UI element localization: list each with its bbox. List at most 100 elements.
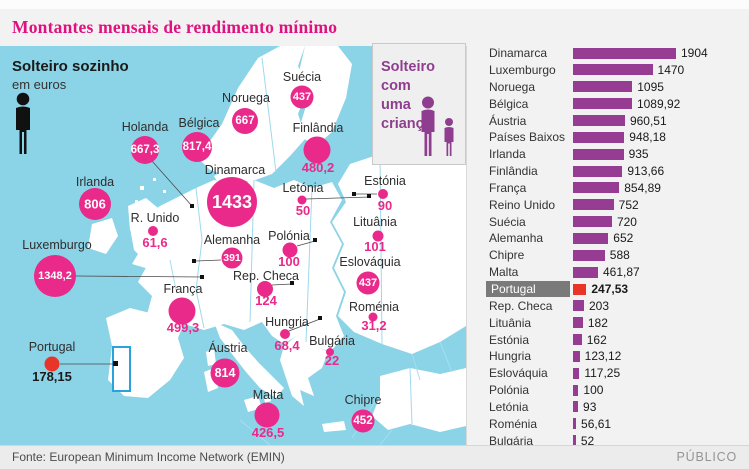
bar-row-malta: Malta 461,87 (467, 264, 749, 281)
page-title: Montantes mensais de rendimento mínimo (12, 17, 338, 37)
bar-rom-nia (573, 418, 577, 430)
bar-value-hungria: 123,12 (584, 349, 622, 364)
map-country-label-irlanda: Irlanda (76, 175, 114, 189)
bar-value-rom-nia: 56,61 (581, 416, 612, 431)
map-value-label-dinamarca: 1433 (212, 192, 252, 212)
map-value-label-irlanda: 806 (84, 197, 106, 212)
map-value-label-hungria: 68,4 (274, 338, 300, 353)
map-bubbles-layer: Irlanda 806 Holanda 667,3 Bélgica 817,4 Norueg… (22, 70, 406, 440)
bar-value-b-lgica: 1089,92 (636, 96, 681, 111)
map-bubble-bulg-ria (326, 348, 334, 356)
map-value-label-b-lgica: 817,4 (183, 141, 212, 153)
connector-end-markers (113, 192, 371, 366)
bar-row-dinamarca: Dinamarca 1904 (467, 45, 749, 62)
map-bubble-est-nia (378, 189, 388, 199)
map-bubble-dinamarca (207, 177, 257, 227)
map-country-label-dinamarca: Dinamarca (205, 163, 265, 177)
map-bubble--ustria (210, 358, 240, 388)
bar-row-b-lgica: Bélgica 1089,92 (467, 96, 749, 113)
map-value-label-holanda: 667,3 (131, 144, 160, 156)
map-value-label-chipre: 452 (353, 415, 372, 427)
bar-label-dinamarca: Dinamarca (489, 46, 548, 61)
bar-row-bulg-ria: Bulgária 52 (467, 433, 749, 450)
map-bubble-let-nia (297, 195, 307, 205)
panel-legend-line2: uma criança (381, 97, 432, 132)
bar-label-pol-nia: Polónia (489, 383, 530, 398)
bar-value-malta: 461,87 (602, 265, 640, 280)
bar-est-nia (573, 334, 582, 346)
bar-row-eslov-quia: Eslováquia 117,25 (467, 365, 749, 382)
bar-reino-unido (573, 199, 614, 211)
map-bubble-r-unido (148, 226, 158, 236)
bar-label-irlanda: Irlanda (489, 147, 526, 162)
adult-child-icon (421, 96, 454, 156)
bar-row-su-cia: Suécia 720 (467, 214, 749, 231)
map-country-label-est-nia: Estónia (364, 174, 406, 188)
bar-label-litu-nia: Lituânia (489, 315, 532, 330)
map-value-label-portugal: 178,15 (32, 369, 72, 384)
bar-value-noruega: 1095 (637, 79, 664, 94)
map-value-label-malta: 426,5 (252, 425, 285, 440)
map-country-label-malta: Malta (253, 388, 284, 402)
bar-noruega (573, 81, 633, 93)
bar-value-portugal: 247,53 (591, 282, 629, 296)
map-bubble-rom-nia (368, 312, 378, 322)
bar-value--ustria: 960,51 (629, 113, 667, 128)
map-value-label-pol-nia: 100 (278, 254, 300, 269)
map-legend: Solteiro sozinho em euros (12, 58, 129, 156)
bar-row-portugal: Portugal 247,53 (467, 281, 749, 298)
map-country-label-alemanha: Alemanha (204, 233, 260, 247)
map-country-label-r-unido: R. Unido (131, 211, 180, 225)
bar-row-luxemburgo: Luxemburgo 1470 (467, 62, 749, 79)
bar-label-b-lgica: Bélgica (489, 96, 529, 111)
bar-value-bulg-ria: 52 (580, 433, 595, 448)
bar-hungria (573, 350, 580, 362)
bar-let-nia (573, 401, 579, 413)
map-svg: Irlanda 806 Holanda 667,3 Bélgica 817,4 Norueg… (22, 46, 466, 445)
map-country-label-rom-nia: Roménia (349, 300, 399, 314)
bar-luxemburgo (573, 64, 653, 76)
bar-label-rom-nia: Roménia (489, 416, 538, 431)
bar-row-pol-nia: Polónia 100 (467, 382, 749, 399)
map-country-label-pol-nia: Polónia (268, 229, 310, 243)
map-country-label-portugal: Portugal (29, 340, 76, 354)
bar-malta (573, 266, 598, 278)
panel-legend-box: Solteiro com uma criança (372, 43, 466, 165)
bar-label-fran-a: França (489, 180, 527, 195)
map-bubble-malta (254, 402, 280, 428)
map-value-label-rom-nia: 31,2 (361, 318, 386, 333)
bar-label-luxemburgo: Luxemburgo (489, 62, 556, 77)
map-value-label-eslov-quia: 437 (359, 277, 377, 289)
map-bubble-rep-checa (257, 281, 273, 297)
bar-finl-ndia (573, 165, 623, 177)
bar-dinamarca (573, 47, 676, 59)
map-value-label-noruega: 667 (235, 115, 254, 127)
bar-rep-checa (573, 300, 584, 312)
map-bubble-eslov-quia (356, 271, 380, 295)
bar-value-su-cia: 720 (616, 214, 637, 229)
bar-label--ustria: Áustria (489, 113, 527, 128)
bar-label-hungria: Hungria (489, 349, 532, 364)
map-country-label-eslov-quia: Eslováquia (339, 255, 400, 269)
top-strip (0, 0, 749, 9)
bar-value-pa-ses-baixos: 948,18 (629, 130, 666, 145)
bar-value-rep-checa: 203 (588, 298, 609, 313)
bar-fran-a (573, 182, 620, 194)
map-country-label-rep-checa: Rep. Checa (233, 269, 299, 283)
bar-value-chipre: 588 (609, 248, 630, 263)
bar-label-eslov-quia: Eslováquia (489, 366, 548, 381)
bar-label-pa-ses-baixos: Países Baixos (489, 130, 566, 145)
map-value-label-r-unido: 61,6 (142, 235, 167, 250)
map-bubble-b-lgica (182, 132, 212, 162)
bar-row--ustria: Áustria 960,51 (467, 113, 749, 130)
bar-row-rep-checa: Rep. Checa 203 (467, 298, 749, 315)
map-country-label-fran-a: França (164, 282, 203, 296)
bar-eslov-quia (573, 367, 580, 379)
bar-row-finl-ndia: Finlândia 913,66 (467, 163, 749, 180)
map-value-label-litu-nia: 101 (364, 239, 386, 254)
title-bar: Montantes mensais de rendimento mínimo (0, 9, 749, 46)
bar-label-su-cia: Suécia (489, 214, 526, 229)
map-value-label-let-nia: 50 (296, 203, 310, 218)
bar-label-est-nia: Estónia (489, 332, 530, 347)
bar-row-litu-nia: Lituânia 182 (467, 315, 749, 332)
